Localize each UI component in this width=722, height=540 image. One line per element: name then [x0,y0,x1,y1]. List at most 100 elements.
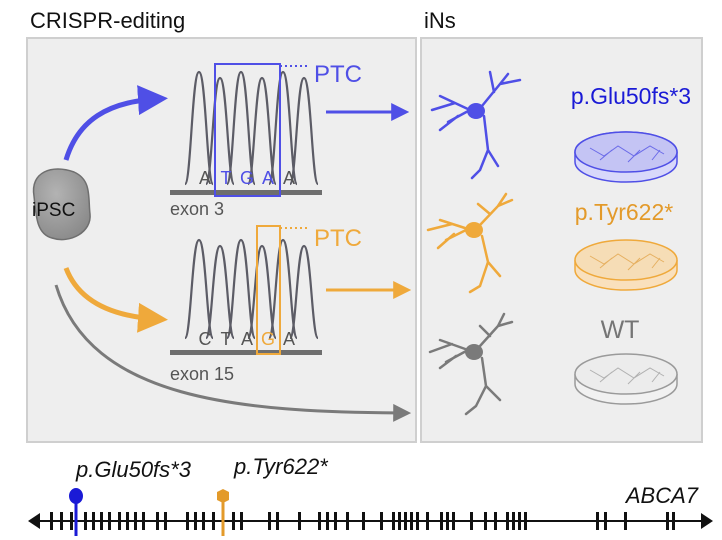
exon-tick [484,512,487,530]
exon-bar [170,350,322,355]
chromatogram-peak [246,244,278,340]
ins-heading: iNs [424,8,456,33]
exon-tick [596,512,599,530]
base-letter: A [199,168,211,188]
wt-label: WT [601,316,640,344]
gene-name: ABCA7 [624,483,699,508]
ptc-highlight-box [214,63,281,197]
exon-tick [298,512,301,530]
chromatogram-peak [267,238,299,340]
exon-tick [512,512,515,530]
chromatogram-peak [288,244,320,340]
exon-tick [494,512,497,530]
neuron-glu50fs [430,70,522,180]
exon-tick [84,512,87,530]
ipsc-label: iPSC [32,200,75,221]
exon-tick [416,512,419,530]
chromatogram-peak [267,70,299,186]
exon-tick [212,512,215,530]
exon-tick [518,512,521,530]
exon-tick [156,512,159,530]
crispr-editing-heading: CRISPR-editing [30,8,185,33]
gene-variant-label-glu50fs: p.Glu50fs*3 [75,457,192,482]
exon-tick [346,512,349,530]
exon-tick [672,512,675,530]
exon-tick [232,512,235,530]
chromatogram-peak [204,244,236,340]
base-letter: A [241,329,253,349]
exon-tick [108,512,111,530]
base-letter: A [283,329,295,349]
exon-tick [410,512,413,530]
chromatogram-peak [288,76,320,186]
mutation-label-tyr622: p.Tyr622* [575,199,673,225]
exon-tick [276,512,279,530]
exon-tick [240,512,243,530]
exon-tick [470,512,473,530]
dish-tyr622 [574,239,678,291]
exon-tick [50,512,53,530]
exon-tick [186,512,189,530]
exon-tick [326,512,329,530]
neuron-tyr622 [426,192,514,294]
exon-tick [446,512,449,530]
chromatogram-peak [183,70,215,186]
exon-bar [170,190,322,195]
exon-tick [624,512,627,530]
dish-wt [574,353,678,405]
exon-tick [604,512,607,530]
exon-tick [142,512,145,530]
exon-tick [398,512,401,530]
exon-tick [70,512,73,530]
exon-tick [440,512,443,530]
exon-tick [392,512,395,530]
ptc-highlight-box [256,225,281,355]
mutation-label-glu50fs: p.Glu50fs*3 [571,83,691,109]
exon-tick [524,512,527,530]
gene-track [28,488,713,536]
exon-tick [506,512,509,530]
crispr-panel [26,37,417,443]
arrow-to-edit-2 [63,267,168,333]
chromatogram-peak [204,76,236,186]
chromatogram-peak [246,76,278,186]
exon-tick [318,512,321,530]
exon-tick [92,512,95,530]
ipsc-cell [32,168,91,241]
ptc-label: PTC [314,225,362,252]
exon-tick [60,512,63,530]
exon-tick [118,512,121,530]
base-letter: T [221,329,232,349]
exon-tick [666,512,669,530]
exon-tick [134,512,137,530]
exon-tick [268,512,271,530]
exon-tick [334,512,337,530]
exon-label: exon 15 [170,364,234,384]
base-letter: G [261,329,275,349]
exon-tick [126,512,129,530]
arrow-to-edit-1 [63,85,168,161]
exon-tick [380,512,383,530]
base-letter: G [240,168,254,188]
exon-tick [164,512,167,530]
dish-glu50fs [574,131,678,183]
base-letter: A [262,168,274,188]
exon-tick [404,512,407,530]
gene-variant-label-tyr622: p.Tyr622* [233,454,329,479]
arrow-to-wt-neuron [54,284,412,422]
exon-tick [194,512,197,530]
exon-label: exon 3 [170,199,224,219]
chromatogram-peak [183,238,215,340]
chromatogram-peak [225,238,257,340]
exon-tick [362,512,365,530]
base-letter: T [221,168,232,188]
chromatogram-peak [225,70,257,186]
exon-tick [452,512,455,530]
base-letter: A [283,168,295,188]
base-letter: C [199,329,212,349]
ptc-label: PTC [314,61,362,88]
neuron-wt [428,312,514,416]
exon-tick [100,512,103,530]
